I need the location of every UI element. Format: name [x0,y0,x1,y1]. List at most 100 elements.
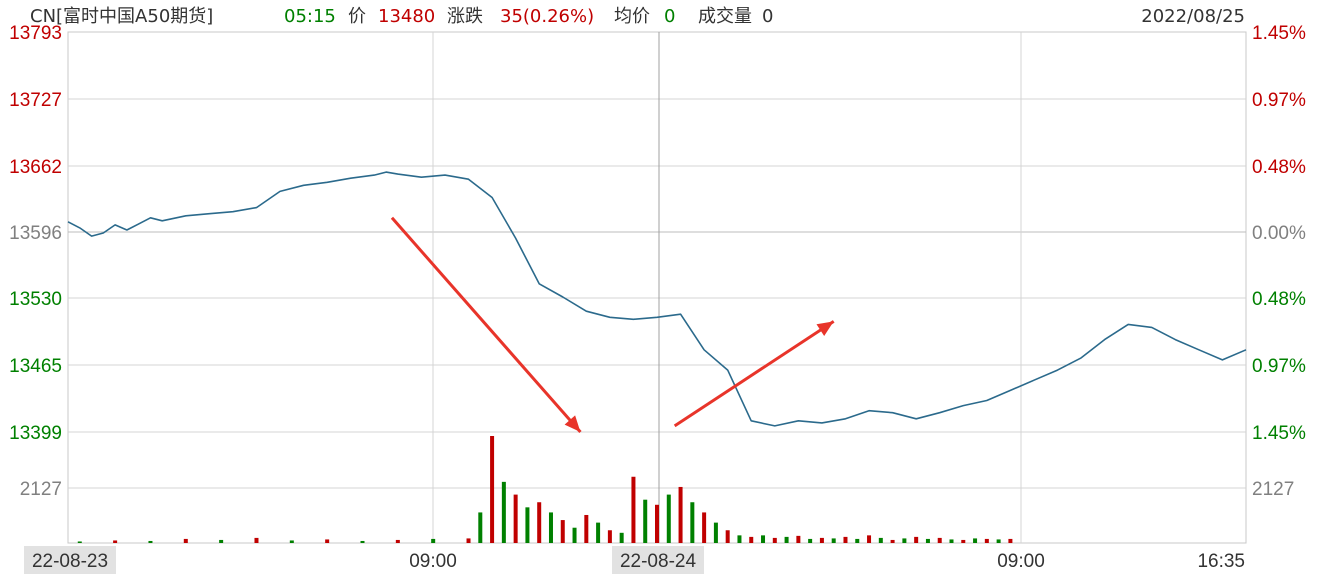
volume-bar [761,535,766,543]
volume-bar [784,536,789,543]
change-value: 35(0.26%) [500,6,594,27]
right-tick-label: 0.48% [1252,289,1306,310]
left-tick-label: 13793 [9,23,62,44]
volume-value: 0 [762,6,773,27]
left-tick-label: 13530 [9,289,62,310]
volume-bar [478,512,483,543]
left-tick-label: 13465 [9,356,62,377]
volume-bar [996,539,1001,543]
volume-bar [148,540,153,543]
x-tick-label: 16:35 [1197,551,1245,572]
volume-bar [902,538,907,543]
volume-bar [1008,538,1013,543]
volume-bar [914,536,919,543]
volume-bar [690,502,695,543]
left-tick-label: 13662 [9,157,62,178]
right-tick-label: 1.45% [1252,23,1306,44]
volume-bar [183,538,188,543]
volume-bar [619,532,624,543]
volume-bar [560,520,565,543]
volume-bar [548,512,553,543]
volume-bar [925,538,930,543]
volume-bar [867,535,872,543]
x-tick-label: 09:00 [997,551,1045,572]
trend-arrow-line [673,320,835,428]
volume-bar [949,539,954,543]
x-tick-label: 22-08-23 [32,551,108,572]
volume-bar [655,504,659,543]
volume-bar [973,538,978,543]
volume-bar [219,539,224,543]
plot-frame [67,31,1247,544]
volume-bar [525,507,530,543]
price-value: 13480 [378,6,435,27]
price-label: 价 [348,6,366,27]
volume-bar [772,537,777,543]
right-tick-label: 0.97% [1252,356,1306,377]
volume-bar [584,514,589,543]
price-series-line [67,171,1247,427]
trend-arrow-head [564,415,581,432]
volume-bar [843,536,848,543]
volume-bar [855,538,860,543]
avg-price-value: 0 [664,6,675,27]
volume-bar [749,536,754,543]
volume-tick-label: 2127 [1252,479,1294,500]
volume-bar [984,538,989,543]
avg-price-label: 均价 [614,6,650,27]
volume-bar [513,494,518,543]
volume-bar [254,537,259,543]
volume-bar [360,540,365,543]
volume-bar [725,530,730,543]
x-label-highlight [612,546,704,574]
trend-arrow-line [390,216,582,433]
left-tick-label: 13727 [9,90,62,111]
right-tick-label: 0.48% [1252,157,1306,178]
volume-bar [831,538,836,543]
symbol-name: CN[富时中国A50期货] [30,6,213,27]
volume-bar [890,539,895,543]
annotation-arrows [390,216,835,433]
volume-bar [631,476,636,543]
price-line-group [67,171,1247,427]
volume-bars [77,436,1013,543]
volume-bar [466,538,471,543]
x-tick-label: 09:00 [409,551,457,572]
left-axis: 13793 13727 13662 13596 13530 13465 1339… [9,23,62,500]
volume-bar [490,436,495,543]
left-tick-label: 13399 [9,423,62,444]
volume-bar [572,527,577,543]
volume-bar [713,522,718,543]
quote-time: 05:15 [284,6,336,27]
right-tick-label: 0.00% [1252,223,1306,244]
x-tick-label: 22-08-24 [620,551,696,572]
volume-bar [431,538,436,543]
volume-bar [607,530,612,543]
volume-bar [878,537,883,543]
volume-bar [808,538,813,543]
volume-bar [937,537,942,543]
grid [68,32,1246,543]
volume-bar [666,494,671,543]
volume-bar [819,537,824,543]
volume-label: 成交量 [698,6,752,27]
right-tick-label: 1.45% [1252,423,1306,444]
chart-header: CN[富时中国A50期货] 05:15 价 13480 涨跌 35(0.26%)… [30,6,1245,27]
volume-bar [537,502,542,543]
left-tick-label: 13596 [9,223,62,244]
volume-bar [596,522,601,543]
right-tick-label: 0.97% [1252,90,1306,111]
volume-bar [702,512,707,543]
volume-bar [961,539,966,543]
volume-bar [395,539,400,543]
volume-bar [737,535,742,543]
change-label: 涨跌 [447,6,483,27]
right-axis: 1.45% 0.97% 0.48% 0.00% 0.48% 0.97% 1.45… [1252,23,1306,500]
volume-bar [501,481,506,543]
quote-date: 2022/08/25 [1141,6,1245,27]
volume-bar [77,541,82,543]
volume-tick-label: 2127 [20,479,62,500]
x-label-highlight [24,546,116,574]
x-axis: 22-08-23 09:00 22-08-24 09:00 16:35 [24,546,1245,574]
